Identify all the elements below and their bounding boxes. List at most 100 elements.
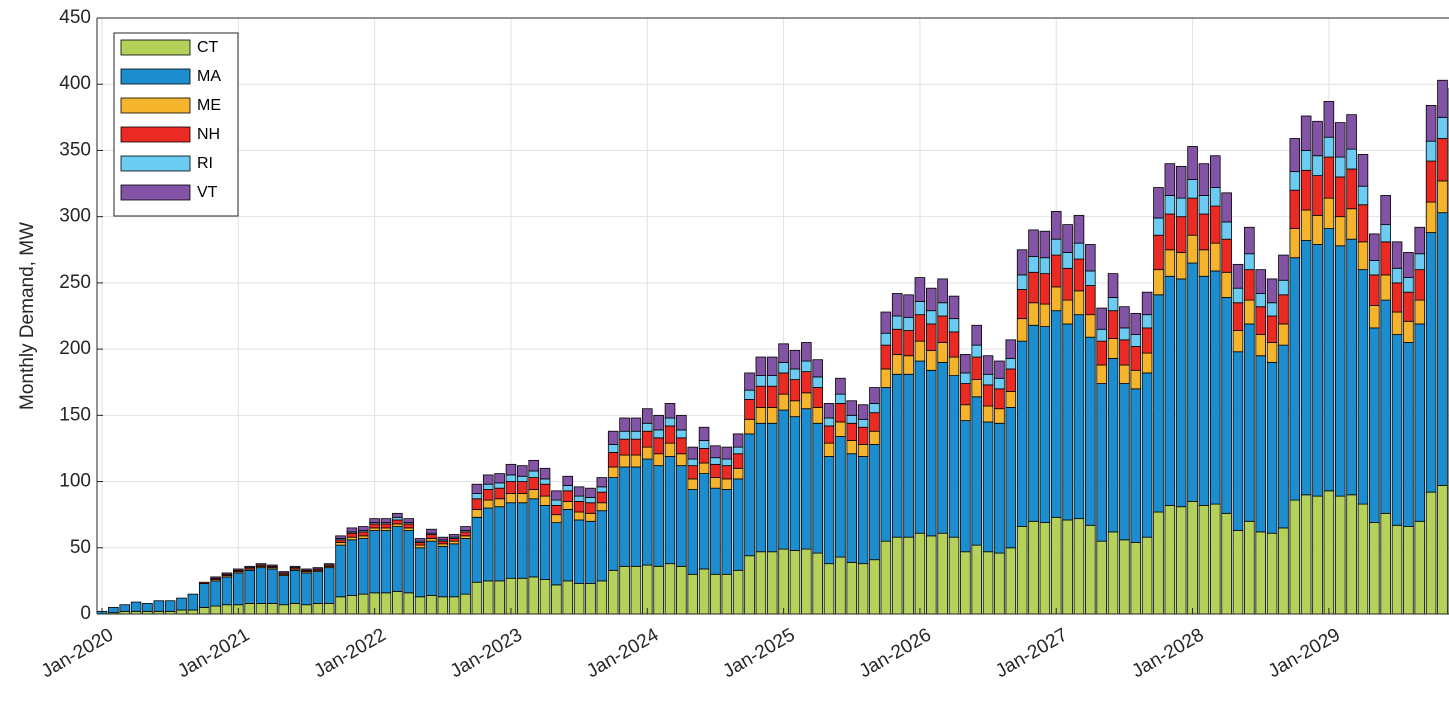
bar-segment [1391, 311, 1403, 335]
bar-segment [1380, 241, 1391, 276]
bar-segment [323, 567, 335, 604]
bar-segment [653, 414, 664, 431]
bar-segment [119, 604, 131, 612]
bar-segment [1005, 547, 1017, 615]
bar-segment [664, 425, 676, 444]
bar-segment [1028, 302, 1039, 326]
bar-segment [1005, 368, 1017, 392]
bar-segment [619, 466, 630, 567]
bar-segment [1141, 314, 1153, 329]
bar-segment [437, 596, 449, 615]
bar-segment [653, 565, 664, 615]
bar-segment [278, 571, 290, 574]
x-tick-label: Jan-2029 [1265, 624, 1344, 682]
bar-segment [1141, 352, 1153, 374]
bar-segment [130, 601, 142, 612]
bar-segment [630, 417, 642, 432]
bar-segment [903, 316, 914, 331]
bar-segment [1187, 197, 1198, 236]
bar-segment [1391, 267, 1403, 284]
bar-segment [1062, 323, 1073, 521]
bar-segment [437, 536, 449, 541]
bar-segment [846, 440, 858, 455]
bar-segment [721, 573, 733, 615]
bar-segment [641, 458, 653, 566]
bar-segment [630, 454, 642, 468]
bar-segment [789, 350, 801, 370]
bar-segment [596, 502, 608, 512]
bar-segment [607, 444, 619, 453]
bar-segment [1039, 230, 1051, 259]
bar-segment [653, 437, 664, 455]
bar-segment [517, 577, 528, 615]
bar-segment [641, 446, 653, 460]
bar-segment [1130, 334, 1142, 347]
bar-segment [1005, 339, 1017, 359]
bar-segment [766, 375, 778, 387]
bar-segment [289, 569, 301, 604]
bar-segment [448, 534, 460, 538]
bar-segment [732, 569, 744, 615]
bar-segment [1255, 293, 1267, 308]
bar-segment [721, 489, 733, 575]
bar-segment [1005, 357, 1017, 370]
bar-segment [1403, 526, 1414, 615]
bar-segment [278, 604, 290, 615]
bar-segment [823, 563, 835, 615]
bar-segment [664, 403, 676, 419]
bar-segment [1391, 282, 1403, 313]
bar-segment [517, 465, 528, 477]
bar-segment [210, 576, 221, 579]
bar-segment [1016, 526, 1028, 615]
bar-segment [857, 563, 869, 615]
bar-segment [1096, 307, 1107, 330]
legend-label: NH [197, 126, 220, 143]
bar-segment [1005, 406, 1017, 549]
bar-segment [1437, 116, 1448, 139]
bar-segment [960, 372, 971, 384]
bar-segment [551, 490, 562, 501]
bar-segment [1130, 346, 1142, 371]
bar-segment [312, 571, 324, 604]
bar-segment [1085, 524, 1096, 615]
bar-segment [766, 551, 778, 615]
bar-segment [255, 603, 267, 615]
bar-segment [1334, 245, 1346, 497]
bar-segment [482, 474, 494, 485]
bar-segment [1369, 274, 1380, 306]
bar-segment [619, 438, 630, 456]
bar-segment [789, 400, 801, 418]
bar-segment [1403, 291, 1414, 322]
bar-segment [1141, 327, 1153, 354]
y-tick-label: 100 [59, 471, 91, 492]
bar-segment [244, 569, 255, 604]
bar-segment [1334, 176, 1346, 218]
x-tick-label: Jan-2024 [583, 624, 662, 682]
bar-segment [1414, 323, 1426, 522]
bar-segment [539, 467, 551, 480]
bar-segment [357, 538, 369, 595]
bar-segment [1016, 318, 1028, 342]
bar-segment [869, 444, 880, 561]
bar-segment [766, 406, 778, 424]
bar-segment [925, 287, 937, 312]
bar-segment [948, 318, 960, 333]
bar-segment [891, 315, 903, 330]
bar-segment [210, 605, 221, 615]
bar-segment [801, 360, 812, 373]
bar-segment [1266, 532, 1278, 615]
bar-segment [653, 453, 664, 467]
legend-label: VT [197, 184, 218, 201]
bar-segment [1062, 267, 1073, 301]
bar-segment [1039, 326, 1051, 524]
bar-segment [971, 324, 983, 346]
bar-segment [482, 580, 494, 615]
bar-segment [948, 331, 960, 358]
bar-segment [891, 373, 903, 538]
bar-segment [1085, 285, 1096, 316]
bar-segment [1130, 369, 1142, 390]
bar-segment [1289, 257, 1301, 501]
bar-segment [528, 576, 539, 615]
bar-segment [914, 314, 926, 342]
bar-segment [380, 523, 392, 529]
